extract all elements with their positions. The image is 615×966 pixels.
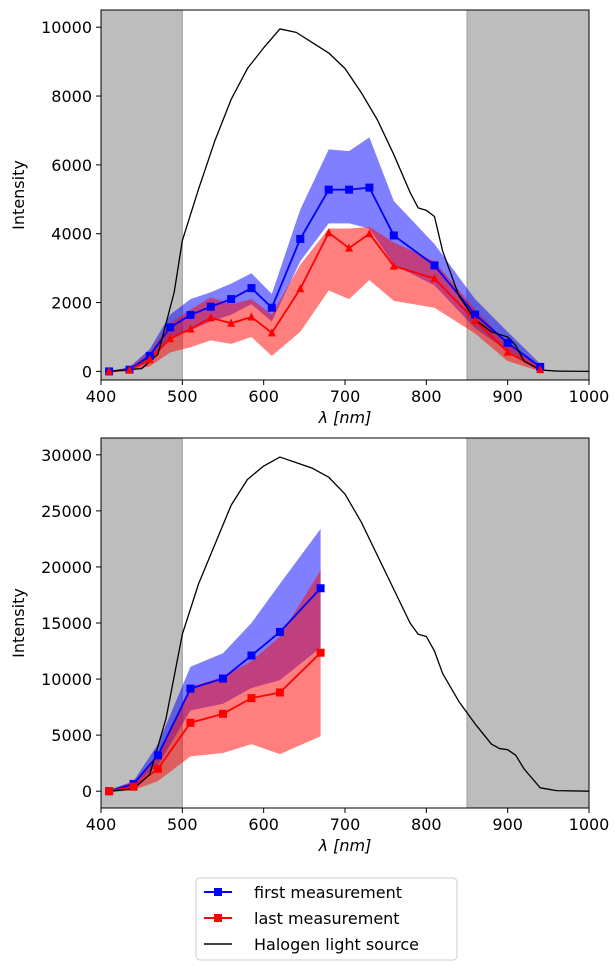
x-tick-label-4: 800 bbox=[411, 387, 442, 406]
point-last-measurement-14 bbox=[430, 273, 439, 282]
x-tick-label-4: 800 bbox=[411, 815, 442, 834]
legend-last-label: last measurement bbox=[254, 909, 400, 928]
x-tick-label-1: 500 bbox=[167, 815, 198, 834]
point-first-measurement-11 bbox=[345, 185, 354, 194]
x-tick-label-3: 700 bbox=[330, 387, 361, 406]
x-tick-label-1: 500 bbox=[167, 387, 198, 406]
point-last-measurement-0 bbox=[105, 787, 114, 796]
legend-first-label: first measurement bbox=[254, 883, 402, 902]
point-first-measurement-13 bbox=[389, 231, 398, 240]
x-tick-label-6: 1000 bbox=[569, 815, 610, 834]
top-chart: 400 500 600 700 800 900 1000020004000600080001… bbox=[9, 9, 610, 427]
point-last-measurement-12 bbox=[365, 229, 374, 238]
band-first-measurement bbox=[109, 528, 321, 793]
line-first-measurement bbox=[108, 587, 322, 793]
point-last-measurement-3 bbox=[186, 718, 195, 727]
point-first-measurement-16 bbox=[503, 338, 512, 347]
point-last-measurement-10 bbox=[324, 228, 333, 237]
point-first-measurement-9 bbox=[296, 234, 305, 243]
point-last-measurement-13 bbox=[389, 261, 398, 270]
y-tick-label-2: 4000 bbox=[51, 225, 92, 244]
point-last-measurement-3 bbox=[166, 334, 175, 343]
point-first-measurement-12 bbox=[365, 183, 374, 192]
point-last-measurement-7 bbox=[247, 312, 256, 321]
x-tick-label-2: 600 bbox=[248, 815, 279, 834]
point-first-measurement-5 bbox=[247, 651, 256, 660]
point-first-measurement-5 bbox=[206, 302, 215, 311]
line-halogen-light-source bbox=[109, 28, 589, 373]
point-first-measurement-6 bbox=[227, 295, 236, 304]
y-tick-label-0: 0 bbox=[82, 782, 92, 801]
point-first-measurement-15 bbox=[471, 310, 480, 319]
y-axis-label: Intensity bbox=[9, 160, 28, 230]
x-axis-label: λ [nm] bbox=[318, 836, 372, 855]
point-last-measurement-1 bbox=[129, 782, 138, 791]
point-last-measurement-4 bbox=[186, 324, 195, 333]
legend: first measurement last measurement Halog… bbox=[195, 877, 458, 961]
y-tick-label-5: 25000 bbox=[41, 502, 92, 521]
x-axis-label: λ [nm] bbox=[318, 408, 372, 427]
point-last-measurement-4 bbox=[219, 709, 227, 718]
y-tick-label-1: 5000 bbox=[51, 726, 92, 745]
point-last-measurement-1 bbox=[125, 365, 134, 374]
point-first-measurement-3 bbox=[166, 323, 175, 332]
point-first-measurement-4 bbox=[186, 310, 195, 319]
point-last-measurement-15 bbox=[471, 315, 480, 324]
bottom-chart: 400 500 600 700 800 900 1000050001000015000200… bbox=[9, 437, 610, 855]
y-tick-label-4: 20000 bbox=[41, 558, 92, 577]
point-first-measurement-14 bbox=[430, 261, 439, 270]
plot-area bbox=[105, 456, 589, 796]
point-first-measurement-2 bbox=[153, 751, 162, 760]
line-last-measurement bbox=[108, 652, 322, 793]
y-tick-label-0: 0 bbox=[82, 362, 92, 381]
line-first-measurement bbox=[109, 186, 541, 373]
point-first-measurement-7 bbox=[247, 284, 256, 293]
legend-last-marker bbox=[214, 914, 222, 922]
x-tick-label-6: 1000 bbox=[569, 387, 610, 406]
point-last-measurement-11 bbox=[345, 243, 354, 252]
x-tick-label-2: 600 bbox=[248, 387, 279, 406]
point-last-measurement-5 bbox=[247, 694, 256, 703]
point-first-measurement-8 bbox=[267, 303, 276, 312]
point-last-measurement-7 bbox=[316, 648, 325, 657]
y-tick-label-6: 30000 bbox=[41, 446, 92, 465]
legend-first-marker bbox=[214, 888, 222, 896]
point-first-measurement-7 bbox=[316, 584, 325, 593]
x-tick-label-5: 900 bbox=[492, 387, 523, 406]
y-axis-label: Intensity bbox=[9, 588, 28, 658]
point-last-measurement-17 bbox=[536, 365, 545, 374]
x-tick-label-5: 900 bbox=[492, 815, 523, 834]
y-tick-label-5: 10000 bbox=[41, 18, 92, 37]
point-last-measurement-0 bbox=[105, 366, 114, 375]
y-tick-label-3: 15000 bbox=[41, 614, 92, 633]
point-last-measurement-6 bbox=[275, 688, 284, 697]
y-tick-label-2: 10000 bbox=[41, 670, 92, 689]
point-last-measurement-8 bbox=[267, 328, 276, 337]
legend-frame bbox=[195, 877, 458, 961]
point-last-measurement-6 bbox=[227, 318, 236, 327]
plot-area bbox=[105, 28, 589, 376]
y-tick-label-3: 6000 bbox=[51, 156, 92, 175]
point-first-measurement-6 bbox=[275, 627, 284, 636]
point-first-measurement-10 bbox=[324, 185, 333, 194]
point-first-measurement-3 bbox=[186, 684, 195, 693]
line-halogen-light-source bbox=[109, 456, 589, 792]
x-tick-label-0: 400 bbox=[86, 387, 117, 406]
shaded-region-1 bbox=[467, 438, 589, 808]
point-last-measurement-5 bbox=[206, 313, 215, 322]
y-tick-label-4: 8000 bbox=[51, 87, 92, 106]
legend-halogen-label: Halogen light source bbox=[254, 935, 419, 954]
point-last-measurement-2 bbox=[153, 764, 162, 773]
y-tick-label-1: 2000 bbox=[51, 294, 92, 313]
x-tick-label-3: 700 bbox=[330, 815, 361, 834]
point-last-measurement-2 bbox=[145, 354, 154, 363]
x-tick-label-0: 400 bbox=[86, 815, 117, 834]
point-first-measurement-4 bbox=[219, 674, 227, 683]
point-last-measurement-16 bbox=[503, 347, 512, 356]
point-last-measurement-9 bbox=[296, 284, 305, 293]
